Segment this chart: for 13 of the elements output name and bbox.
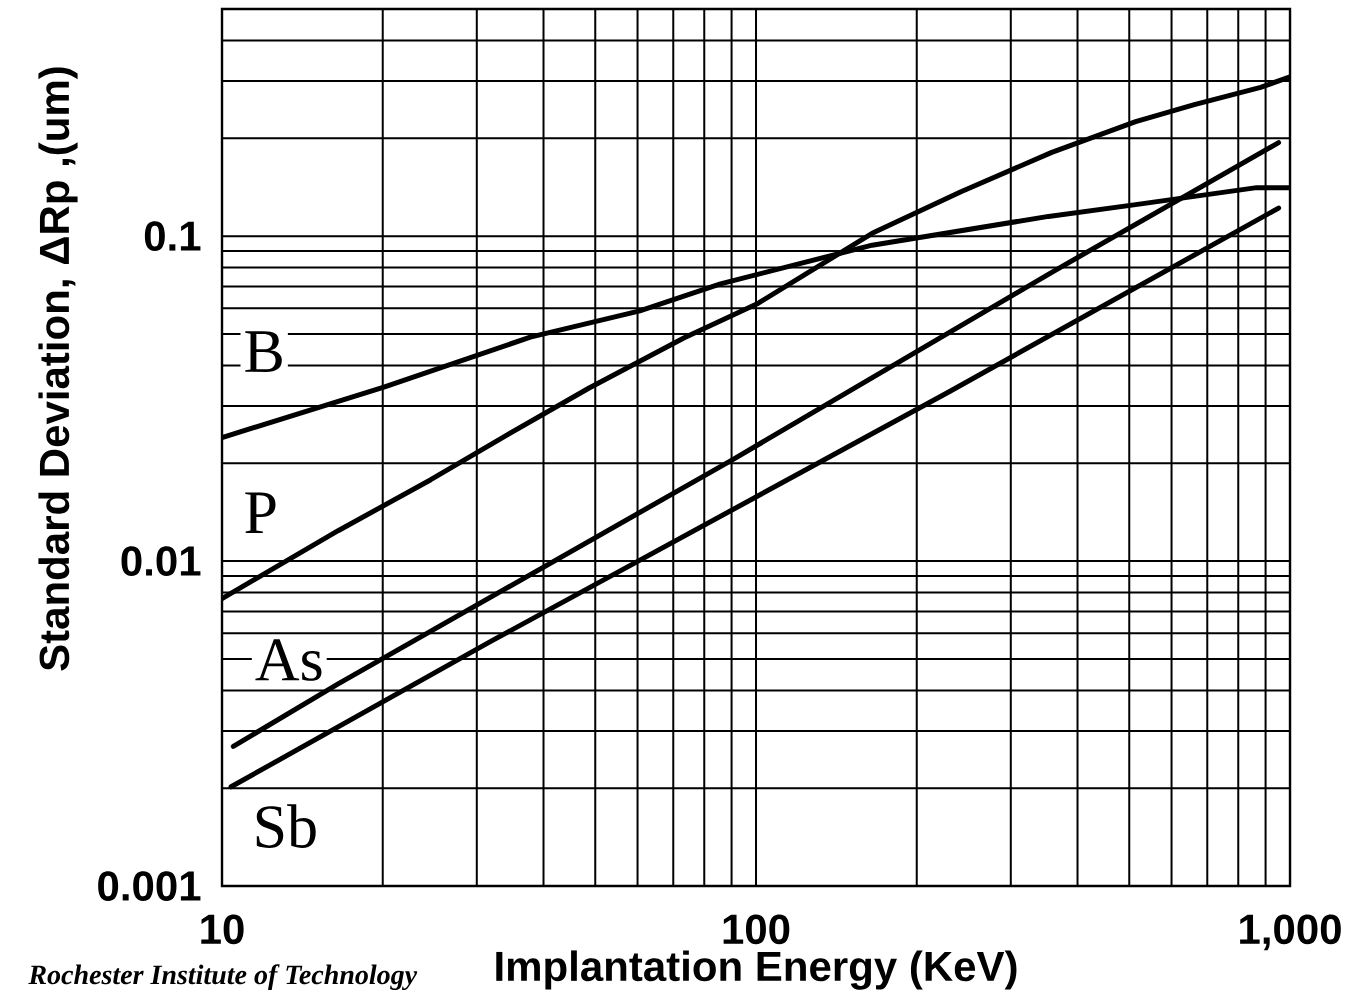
series-label: B — [245, 331, 282, 373]
y-axis-title: Standard Deviation, ΔRp ,(um) — [38, 67, 78, 671]
x-tick-label: 10 — [201, 914, 244, 945]
x-tick-label: 100 — [723, 914, 790, 945]
x-axis-title: Implantation Energy (KeV) — [496, 950, 1017, 990]
x-tick-label: 1,000 — [1240, 914, 1341, 951]
y-tick-label: 0.1 — [144, 221, 201, 251]
series-label: Sb — [256, 804, 316, 848]
text: Rochester Institute of Technology — [28, 964, 418, 991]
series-label: P — [245, 492, 276, 534]
y-tick-label: 0.01 — [121, 546, 201, 576]
y-tick-label: 0.001 — [98, 871, 201, 901]
series-label: As — [255, 639, 322, 681]
